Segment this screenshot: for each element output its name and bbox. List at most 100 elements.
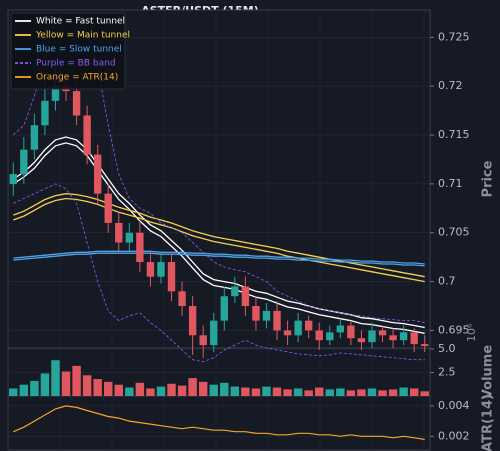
candle-body bbox=[357, 338, 366, 343]
band-line bbox=[12, 136, 425, 329]
y-tick-label: 0.725 bbox=[438, 30, 470, 43]
volume-bar bbox=[420, 391, 429, 396]
y-tick-label: 0.71 bbox=[438, 177, 463, 190]
candle-body bbox=[188, 305, 197, 336]
candle-body bbox=[378, 330, 387, 336]
y-offset-label: 10⁶ bbox=[465, 323, 478, 342]
legend-label: Orange = ATR(14) bbox=[36, 73, 118, 83]
y-tick-label: 2.5 bbox=[438, 365, 456, 378]
volume-bar bbox=[30, 380, 39, 396]
band-line bbox=[12, 142, 425, 334]
volume-bar bbox=[146, 388, 155, 396]
y-tick-label: 0.695 bbox=[438, 323, 470, 336]
y-tick-label: 0.002 bbox=[438, 429, 470, 442]
volume-bar bbox=[104, 381, 113, 396]
legend-label: White = Fast tunnel bbox=[36, 17, 125, 27]
candle-body bbox=[9, 174, 17, 184]
volume-bar bbox=[114, 384, 123, 396]
volume-bar bbox=[198, 381, 208, 396]
candle-body bbox=[20, 149, 28, 175]
volume-bar bbox=[9, 388, 18, 396]
volume-bar bbox=[135, 382, 145, 396]
candle-body bbox=[304, 320, 313, 331]
legend-label: Purple = BB band bbox=[36, 59, 116, 69]
volume-bar bbox=[177, 385, 187, 396]
candle-body bbox=[93, 154, 102, 194]
volume-bar bbox=[230, 386, 240, 396]
candle-body bbox=[410, 332, 418, 345]
candle-body bbox=[51, 86, 60, 101]
band-line bbox=[13, 197, 425, 283]
volume-bar bbox=[188, 378, 197, 396]
volume-bar bbox=[251, 388, 261, 396]
volume-bar bbox=[51, 360, 60, 396]
y-axis-label: Price bbox=[481, 160, 496, 197]
y-tick-label: 0.715 bbox=[438, 128, 470, 141]
candle-body bbox=[72, 91, 81, 116]
y-tick-label: 0.72 bbox=[438, 79, 463, 92]
candle-body bbox=[210, 320, 218, 346]
volume-bar bbox=[220, 382, 229, 396]
volume-bar bbox=[357, 389, 366, 396]
volume-bar bbox=[125, 387, 134, 396]
volume-bar bbox=[167, 383, 176, 396]
volume-bar bbox=[93, 379, 102, 396]
volume-bar bbox=[367, 388, 377, 396]
volume-bar bbox=[325, 389, 334, 396]
volume-bar bbox=[293, 388, 303, 396]
y-axis-label: ATR(14) bbox=[481, 394, 496, 451]
panel bbox=[7, 395, 431, 451]
candle-body bbox=[178, 291, 186, 306]
candle-body bbox=[83, 115, 91, 155]
candle-body bbox=[157, 262, 165, 277]
legend-box bbox=[10, 12, 126, 90]
candle-body bbox=[262, 310, 271, 321]
candle-body bbox=[220, 296, 228, 321]
volume-bar bbox=[19, 384, 29, 396]
candle-body bbox=[136, 232, 144, 263]
volume-bar bbox=[262, 386, 271, 396]
candle-body bbox=[167, 262, 176, 292]
volume-bar bbox=[283, 389, 292, 396]
candle-body bbox=[326, 332, 334, 341]
volume-bar bbox=[82, 375, 92, 396]
volume-bar bbox=[241, 387, 250, 396]
y-tick-label: 5.0 bbox=[438, 342, 456, 355]
candle-body bbox=[30, 125, 39, 150]
candle-body bbox=[389, 335, 397, 341]
candle-body bbox=[347, 325, 355, 339]
y-tick-label: 0.004 bbox=[438, 399, 470, 412]
candle-body bbox=[273, 310, 281, 331]
candle-body bbox=[315, 330, 323, 341]
volume-bar bbox=[156, 386, 166, 396]
y-tick-label: 0.7 bbox=[438, 275, 456, 288]
volume-bar bbox=[315, 387, 324, 396]
legend-label: Blue = Slow tunnel bbox=[36, 45, 122, 55]
candle-body bbox=[231, 286, 239, 297]
volume-bar bbox=[40, 373, 50, 396]
volume-bar bbox=[72, 365, 81, 396]
candle-body bbox=[104, 193, 112, 223]
volume-bar bbox=[304, 390, 313, 396]
band-line bbox=[13, 252, 425, 267]
volume-bar bbox=[209, 384, 218, 396]
candle-body bbox=[241, 286, 250, 306]
volume-bar bbox=[409, 388, 419, 396]
candle-body bbox=[336, 325, 345, 333]
band-line bbox=[13, 183, 425, 363]
volume-bar bbox=[346, 390, 356, 396]
volume-bar bbox=[61, 371, 71, 396]
candle-body bbox=[368, 330, 376, 343]
candle-body bbox=[199, 335, 207, 346]
y-tick-label: 0.705 bbox=[438, 226, 470, 239]
candle-body bbox=[399, 332, 408, 341]
legend-label: Yellow = Main tunnel bbox=[35, 31, 130, 41]
candle-body bbox=[252, 305, 260, 321]
atr-line bbox=[13, 405, 425, 440]
candle-body bbox=[115, 222, 123, 243]
candle-body bbox=[421, 344, 429, 347]
volume-bar bbox=[399, 387, 408, 396]
volume-bar bbox=[272, 387, 282, 396]
candle-body bbox=[125, 232, 134, 243]
